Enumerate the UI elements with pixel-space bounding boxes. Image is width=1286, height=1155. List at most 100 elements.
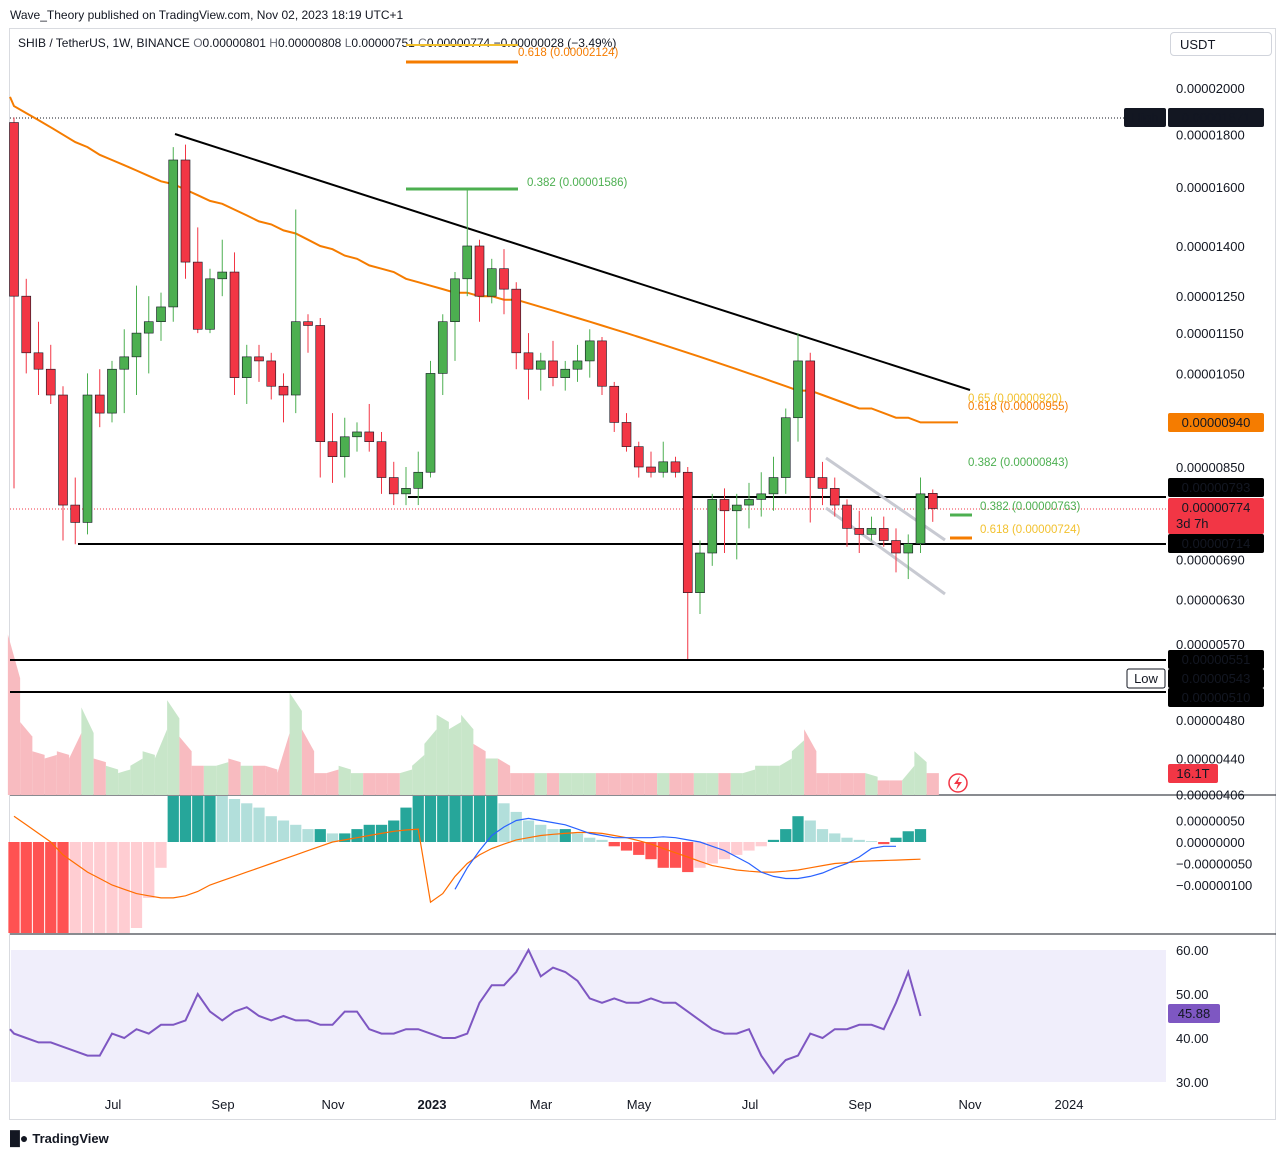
candle-body[interactable]	[854, 528, 865, 535]
candle-body[interactable]	[266, 360, 277, 387]
macd-hist-bar	[780, 829, 792, 842]
candle-body[interactable]	[352, 431, 362, 438]
rsi-line[interactable]	[9, 947, 922, 1075]
candle-body[interactable]	[425, 373, 436, 473]
candles[interactable]	[9, 117, 938, 660]
candle-body[interactable]	[303, 321, 313, 326]
candle-body[interactable]	[229, 271, 240, 378]
candle-body[interactable]	[842, 504, 852, 529]
candle-body[interactable]	[364, 431, 375, 442]
candle-body[interactable]	[597, 340, 607, 387]
candle-body[interactable]	[388, 477, 399, 495]
candle-body[interactable]	[670, 461, 681, 473]
candle-body[interactable]	[633, 446, 644, 468]
candle-body[interactable]	[731, 504, 742, 512]
candle-body[interactable]	[437, 321, 448, 374]
descending-trendline[interactable]	[174, 133, 971, 391]
candle-body[interactable]	[695, 552, 705, 593]
candle-body[interactable]	[474, 245, 485, 297]
candle-body[interactable]	[131, 332, 142, 358]
candle-body[interactable]	[241, 356, 252, 378]
candle-body[interactable]	[486, 268, 497, 297]
candle-body[interactable]	[413, 471, 424, 489]
rsi-badge: 45.88	[1168, 1004, 1220, 1023]
candle-body[interactable]	[217, 271, 228, 280]
macd-hist-bar	[118, 842, 130, 933]
candle-body[interactable]	[45, 368, 56, 396]
candle-body[interactable]	[866, 528, 877, 535]
candle-body[interactable]	[817, 477, 828, 489]
candle-body[interactable]	[9, 122, 19, 297]
candle-body[interactable]	[891, 540, 901, 554]
candle-body[interactable]	[499, 268, 509, 290]
volume-badge: 16.1T	[1168, 764, 1218, 783]
candle-body[interactable]	[168, 159, 179, 308]
candle-body[interactable]	[143, 321, 154, 334]
candle-body[interactable]	[535, 360, 546, 370]
candle-body[interactable]	[94, 394, 105, 414]
symbol-name[interactable]: SHIB / TetherUS, 1W, BINANCE	[18, 36, 190, 50]
volume-segment	[118, 769, 131, 795]
macd-tick-label: 0.00000000	[1176, 835, 1245, 850]
candle-body[interactable]	[205, 278, 215, 330]
candle-body[interactable]	[401, 488, 411, 495]
candle-body[interactable]	[21, 295, 32, 354]
candle-body[interactable]	[719, 499, 730, 512]
candle-body[interactable]	[58, 394, 68, 506]
candle-body[interactable]	[156, 306, 166, 323]
volume-segment	[326, 769, 339, 795]
lightning-icon[interactable]	[948, 773, 968, 793]
candle-body[interactable]	[192, 261, 203, 330]
candle-body[interactable]	[609, 385, 620, 423]
candle-body[interactable]	[82, 394, 93, 523]
candle-body[interactable]	[793, 360, 803, 419]
candle-body[interactable]	[621, 422, 632, 447]
candle-body[interactable]	[33, 352, 44, 370]
candle-body[interactable]	[780, 417, 791, 478]
candle-body[interactable]	[511, 288, 522, 354]
candle-body[interactable]	[70, 504, 81, 523]
candle-body[interactable]	[254, 356, 264, 362]
currency-select-button[interactable]: USDT	[1170, 32, 1272, 56]
time-tick-label: 2023	[418, 1097, 447, 1112]
candle-body[interactable]	[523, 352, 534, 370]
candle-body[interactable]	[878, 528, 889, 541]
volume-segment	[816, 773, 829, 795]
candle-body[interactable]	[278, 385, 289, 396]
candle-body[interactable]	[180, 159, 191, 263]
candle-body[interactable]	[744, 499, 754, 506]
candle-body[interactable]	[119, 356, 130, 370]
candle-body[interactable]	[548, 360, 558, 378]
candle-body[interactable]	[768, 477, 779, 495]
candle-body[interactable]	[560, 368, 571, 378]
price-tick-label: 0.00001150	[1176, 326, 1244, 341]
macd-line[interactable]	[454, 817, 896, 890]
candle-body[interactable]	[339, 436, 350, 458]
candle-body[interactable]	[829, 488, 840, 506]
candle-body[interactable]	[707, 499, 718, 554]
tradingview-footer[interactable]: █● TradingView	[10, 1130, 109, 1146]
candle-body[interactable]	[682, 471, 693, 593]
candle-body[interactable]	[107, 368, 117, 414]
candle-body[interactable]	[927, 493, 938, 509]
volume-segment	[522, 773, 535, 795]
candle-body[interactable]	[646, 466, 656, 473]
candle-body[interactable]	[462, 245, 473, 280]
candle-body[interactable]	[572, 360, 583, 370]
candle-body[interactable]	[658, 461, 669, 473]
volume-segment	[154, 729, 168, 795]
candle-body[interactable]	[805, 360, 816, 478]
candle-body[interactable]	[290, 321, 301, 396]
candle-body[interactable]	[376, 441, 387, 478]
candle-body[interactable]	[915, 493, 926, 544]
candle-body[interactable]	[584, 340, 595, 362]
macd-signal-line[interactable]	[13, 815, 921, 904]
candle-body[interactable]	[756, 493, 767, 500]
countdown-value: 3d 7h	[1176, 516, 1209, 531]
candle-body[interactable]	[327, 441, 338, 458]
candle-body[interactable]	[450, 278, 460, 323]
candle-body[interactable]	[903, 543, 914, 554]
candle-body[interactable]	[315, 325, 326, 442]
volume-segment	[718, 773, 731, 795]
